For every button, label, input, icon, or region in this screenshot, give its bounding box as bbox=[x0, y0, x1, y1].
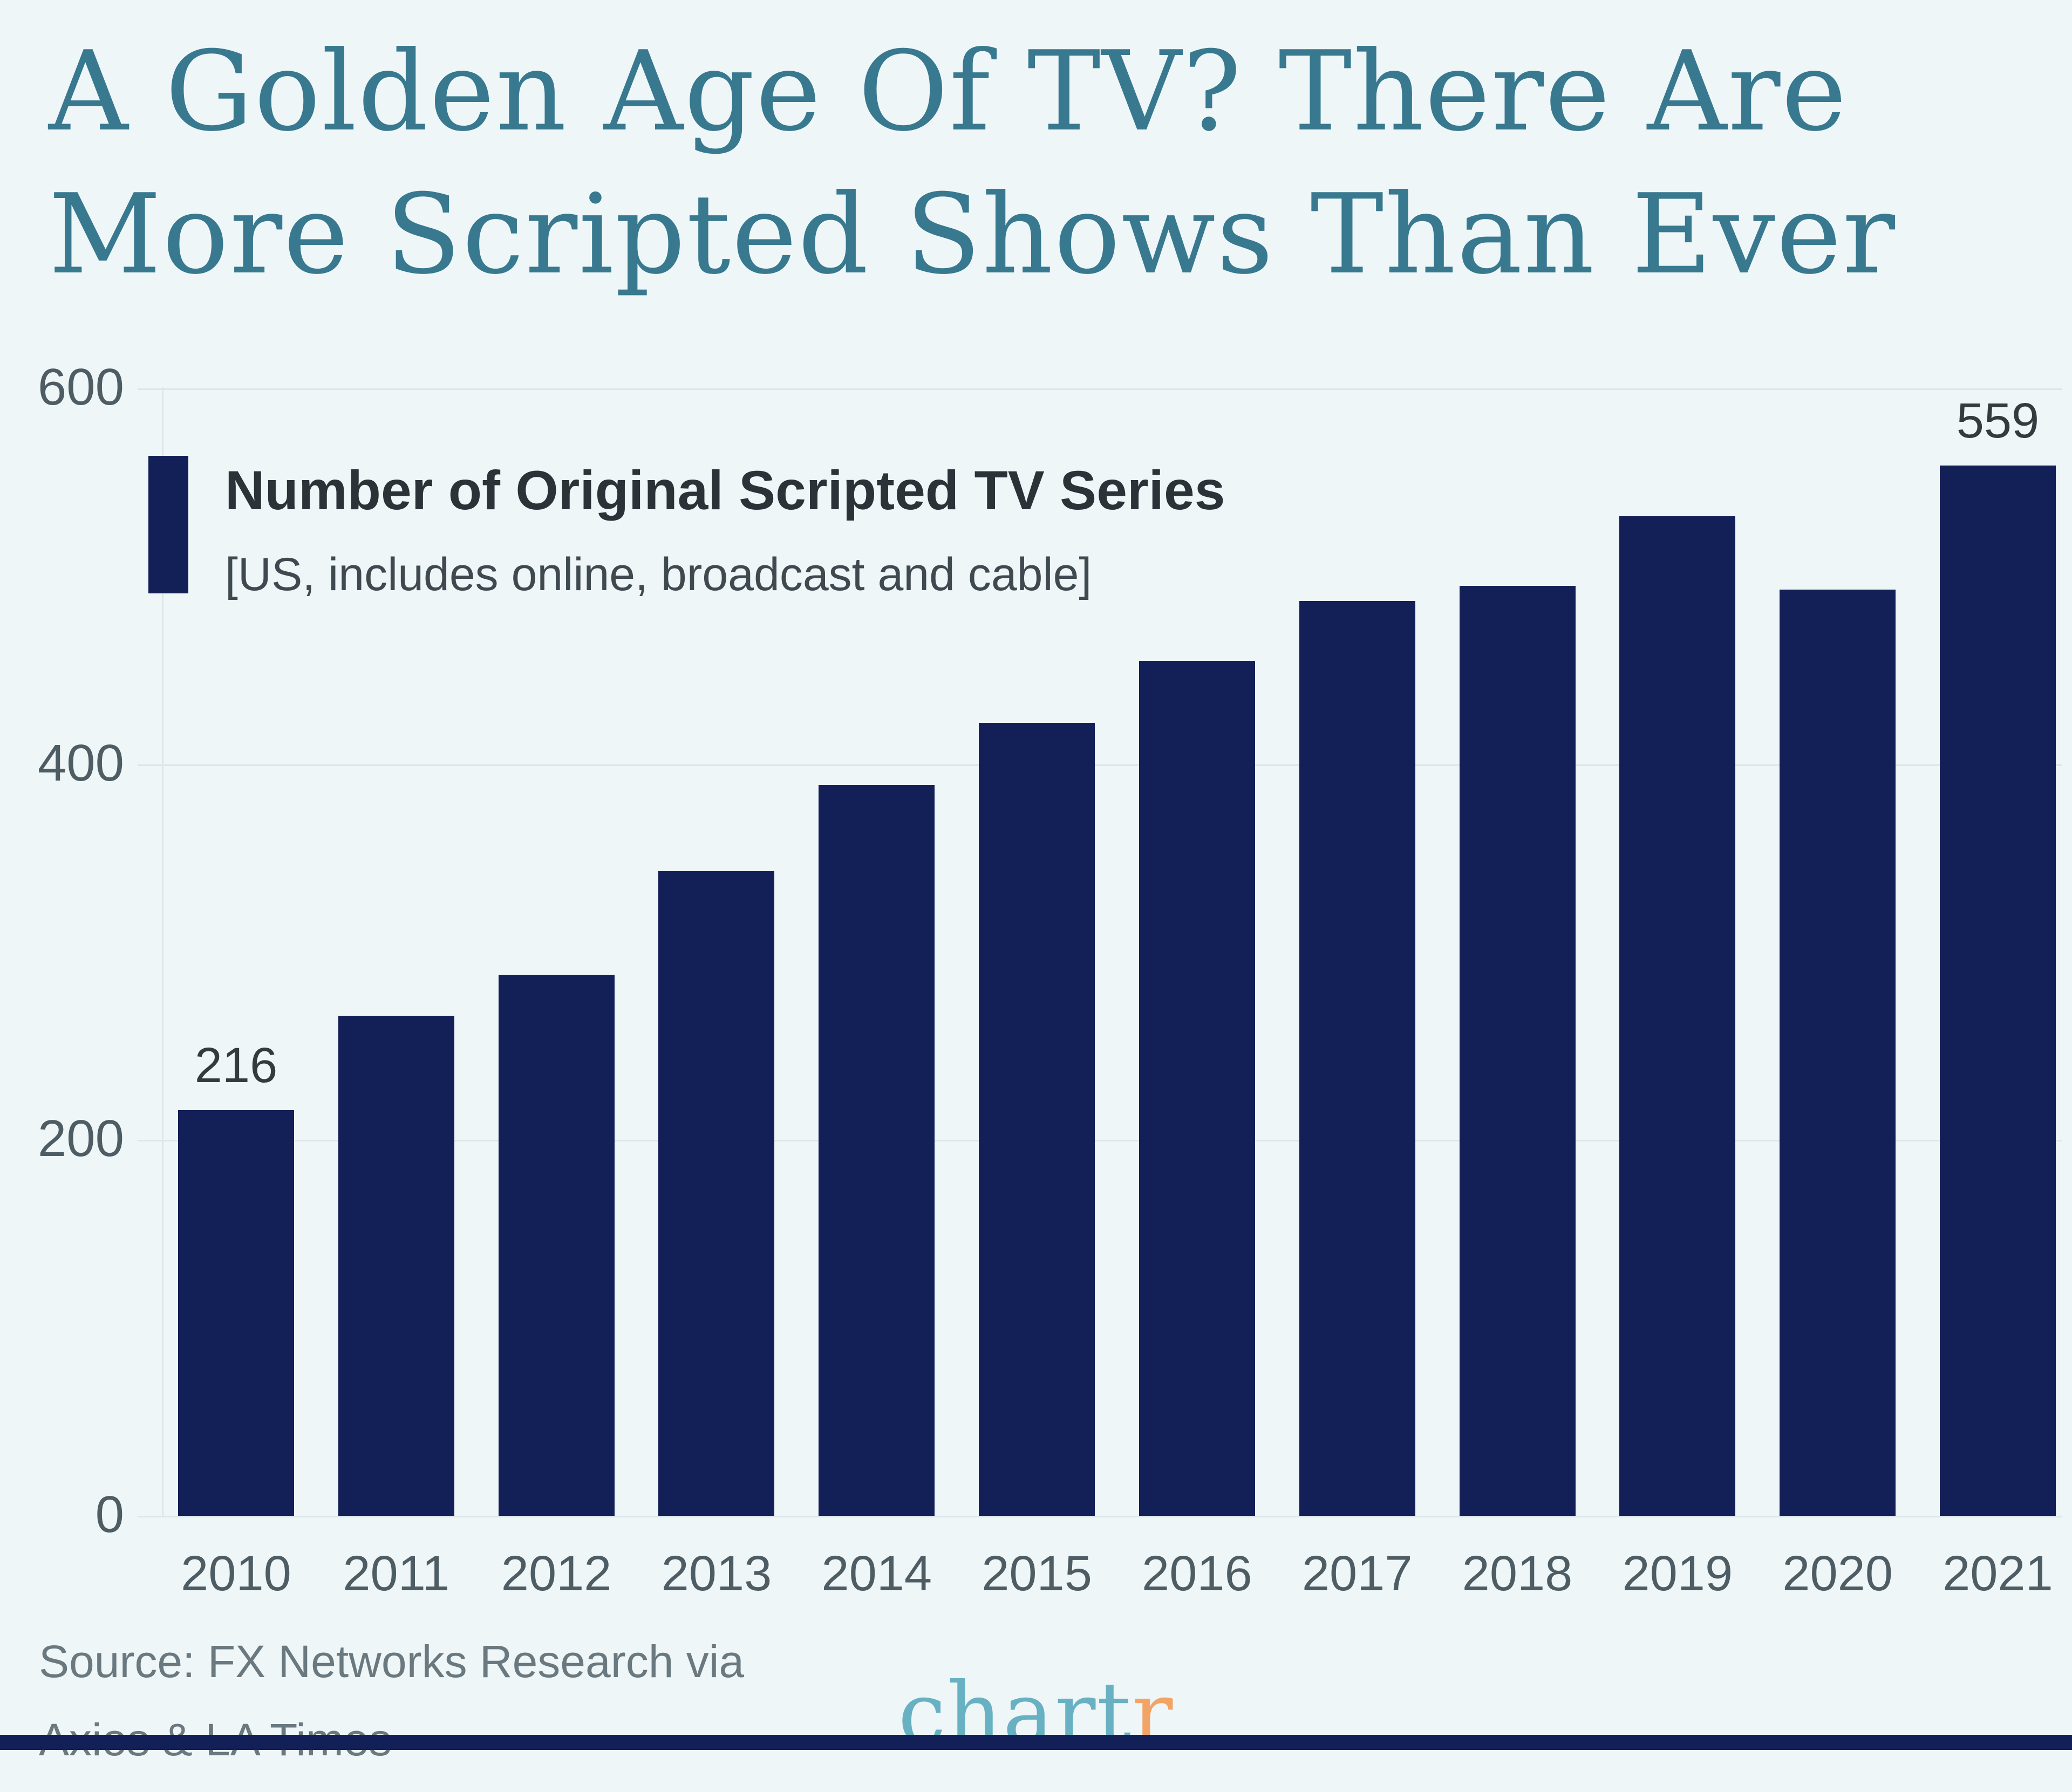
bar-column-2012: 2012 bbox=[498, 388, 615, 1601]
y-tick-label-600: 600 bbox=[37, 358, 124, 416]
bar-column-2019: 2019 bbox=[1619, 388, 1736, 1601]
x-tick-label-2012: 2012 bbox=[501, 1546, 612, 1601]
bar-column-2010: 216 2010 bbox=[178, 388, 294, 1601]
x-tick-label-2017: 2017 bbox=[1301, 1546, 1413, 1601]
bar-2019 bbox=[1619, 516, 1736, 1516]
y-tick-label-0: 0 bbox=[95, 1485, 124, 1543]
bar-2018 bbox=[1459, 585, 1576, 1516]
legend-text: Number of Original Scripted TV Series [U… bbox=[225, 456, 1225, 601]
y-tick-label-200: 200 bbox=[37, 1110, 124, 1168]
x-tick-label-2013: 2013 bbox=[661, 1546, 772, 1601]
bar-2015 bbox=[979, 723, 1095, 1516]
bottom-accent-bar bbox=[0, 1735, 2072, 1750]
bar-column-2013: 2013 bbox=[658, 388, 775, 1601]
infographic-page: A Golden Age Of TV? There Are More Script… bbox=[0, 20, 2072, 1765]
bar-column-2015: 2015 bbox=[979, 388, 1095, 1601]
bar-column-2016: 2016 bbox=[1139, 388, 1255, 1601]
value-label-2010: 216 bbox=[194, 1037, 278, 1093]
x-tick-label-2019: 2019 bbox=[1622, 1546, 1733, 1601]
legend-label: Number of Original Scripted TV Series bbox=[225, 460, 1225, 521]
bar-2017 bbox=[1299, 600, 1415, 1516]
x-tick-label-2016: 2016 bbox=[1142, 1546, 1252, 1601]
legend-sublabel: [US, includes online, broadcast and cabl… bbox=[225, 549, 1092, 600]
bar-2016 bbox=[1139, 661, 1255, 1516]
x-tick-label-2014: 2014 bbox=[821, 1546, 932, 1601]
bar-2010: 216 bbox=[178, 1038, 294, 1516]
gridline-600 bbox=[138, 388, 2062, 390]
x-tick-label-2015: 2015 bbox=[982, 1546, 1092, 1601]
page-title-line2: More Scripted Shows Than Ever bbox=[49, 171, 1897, 299]
page-title: A Golden Age Of TV? There Are More Script… bbox=[49, 20, 1896, 306]
gridline-0 bbox=[138, 1516, 2062, 1517]
bar-column-2021: 559 2021 bbox=[1939, 388, 2056, 1601]
source-line1: Source: FX Networks Research via bbox=[39, 1636, 745, 1687]
page-title-line1: A Golden Age Of TV? There Are bbox=[49, 28, 1848, 156]
x-tick-label-2018: 2018 bbox=[1462, 1546, 1573, 1601]
bar-2012 bbox=[498, 974, 615, 1516]
bar-2013 bbox=[658, 871, 775, 1516]
y-tick-label-400: 400 bbox=[37, 734, 124, 792]
y-axis-line bbox=[162, 387, 163, 1517]
bar-column-2017: 2017 bbox=[1299, 388, 1415, 1601]
gridline-200 bbox=[138, 1140, 2062, 1142]
x-tick-label-2021: 2021 bbox=[1942, 1546, 2053, 1601]
bar-2020 bbox=[1780, 589, 1896, 1516]
bar-2021: 559 bbox=[1939, 393, 2056, 1516]
bar-column-2014: 2014 bbox=[819, 388, 935, 1601]
source-note: Source: FX Networks Research via Axios &… bbox=[39, 1636, 744, 1792]
bar-2011 bbox=[338, 1016, 454, 1516]
x-tick-label-2010: 2010 bbox=[181, 1546, 291, 1601]
value-label-2021: 559 bbox=[1956, 393, 2040, 448]
bar-column-2011: 2011 bbox=[338, 388, 454, 1601]
gridline-400 bbox=[138, 764, 2062, 766]
bars-container: 216 2010 2011 2012 2013 2014 2015 2016 2017 2018 2… bbox=[178, 388, 2056, 1601]
bar-column-2020: 2020 bbox=[1780, 388, 1896, 1601]
x-tick-label-2011: 2011 bbox=[343, 1546, 450, 1601]
x-tick-label-2020: 2020 bbox=[1782, 1546, 1893, 1601]
bar-column-2018: 2018 bbox=[1459, 388, 1576, 1601]
legend: Number of Original Scripted TV Series [U… bbox=[148, 456, 1225, 601]
bar-2014 bbox=[819, 784, 935, 1516]
legend-swatch bbox=[148, 456, 188, 593]
